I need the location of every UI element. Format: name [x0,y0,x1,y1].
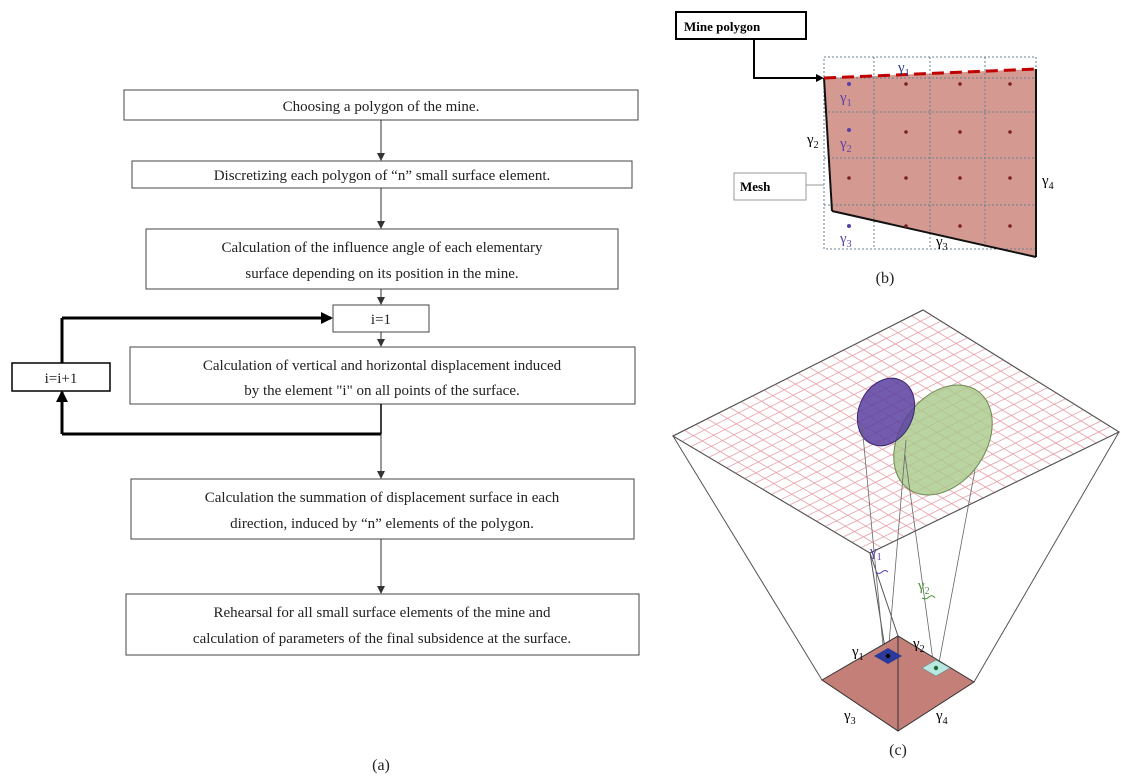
gamma-1-angle-label: γ1 [869,544,882,563]
gamma-4-side-label: γ4 [1041,173,1054,192]
callout-mine-polygon-leader [753,39,819,79]
loop-increment-box [11,362,111,392]
step-text-rehearsal-2: calculation of parameters of the final s… [193,631,571,647]
gamma-labels-b: γ1 γ1 γ2 γ2 γ3 γ3 γ4 [806,60,1054,253]
gamma-1-floor-label: γ1 [851,644,864,663]
step-text-discretize: Discretizing each polygon of “n” small s… [214,168,551,184]
gamma-labels-c: γ1 γ2 γ1 γ2 γ3 γ4 [843,544,948,727]
panel-label-a: (a) [372,757,390,774]
step-box-summation [130,478,635,540]
mesh-line [888,326,1086,449]
panel-label-b: (b) [876,270,895,287]
gamma-2-angle-label: γ2 [917,578,930,597]
callout-mine-polygon-text: Mine polygon [684,19,761,34]
projection-panel: γ1 γ2 γ1 γ2 γ3 γ4 (c) [671,309,1121,759]
gamma-2-angle-arc [921,595,936,600]
step-text-influence-angle-2: surface depending on its position in the… [245,266,518,282]
gamma-2-side-label: γ2 [806,132,819,151]
gamma-1-inner-label: γ1 [839,90,852,109]
mesh-line [851,420,1102,543]
mesh-line [911,315,1108,438]
gamma-3-inner-label: γ3 [839,231,852,250]
mesh-line [900,321,1097,444]
callout-mine-polygon-arrowhead [816,74,824,82]
step-text-influence-angle-1: Calculation of the influence angle of ea… [221,240,543,256]
element-gamma-2-point [933,665,939,671]
gamma-4-floor-label: γ4 [935,708,948,727]
callout-mine-polygon-box [675,11,807,40]
step-box-displacement [129,346,636,405]
gamma-2-inner-label: γ2 [839,136,852,155]
polygon-edge-bottom [831,210,1037,258]
gamma-3-bottom-label: γ3 [935,234,948,253]
polygon-panel: Mine polygon Mesh γ1 γ1 γ2 γ2 γ3 γ3 γ4 (… [675,11,1054,287]
step-text-rehearsal-1: Rehearsal for all small surface elements… [214,605,551,621]
callout-mesh-text: Mesh [740,179,771,194]
step-text-i-init: i=1 [371,312,391,328]
flowchart-panel: Choosing a polygon of the mine. Discreti… [11,89,640,774]
element-gamma-1-point [885,653,891,659]
step-text-summation-1: Calculation the summation of displacemen… [205,490,560,506]
surface-plane-outline [671,309,1121,554]
element-centroids [847,82,1012,228]
polygon-edge-left [823,77,833,212]
step-box-choose-polygon [123,89,639,121]
step-text-summation-2: direction, induced by “n” elements of th… [230,516,534,532]
mesh-line [860,426,1111,549]
callout-mesh-box [733,172,807,201]
influence-cone-lines [861,424,976,669]
step-box-influence-angle [145,228,619,290]
loop-increment-text: i=i+1 [45,371,78,387]
panel-label-c: (c) [889,742,907,759]
step-box-discretize [131,160,633,189]
gamma-1-top-label: γ1 [897,60,910,79]
gamma-3-floor-label: γ3 [843,708,856,727]
gamma-2-floor-label: γ2 [912,636,925,655]
step-text-choose-polygon: Choosing a polygon of the mine. [283,99,480,115]
gamma-1-angle-arc [875,570,889,574]
influence-ellipse-gamma-1 [856,377,916,447]
step-text-displacement-2: by the element "i" on all points of the … [244,383,520,399]
step-box-rehearsal [125,593,640,656]
gamma-markers [847,82,851,228]
step-text-displacement-1: Calculation of vertical and horizontal d… [203,358,562,374]
